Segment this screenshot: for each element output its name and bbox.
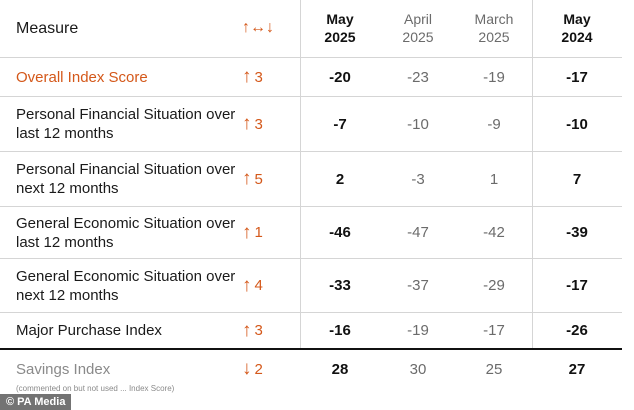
column-divider xyxy=(532,0,533,348)
measure-label: General Economic Situation over last 12 … xyxy=(16,214,236,251)
value-april-2025: -47 xyxy=(407,224,429,241)
change-header: ↑↔↓ xyxy=(242,19,274,36)
change-indicator: ↑ 1 xyxy=(242,221,263,243)
down-arrow-icon: ↓ xyxy=(242,358,252,379)
table-row-economic-next: General Economic Situation over next 12 … xyxy=(0,259,634,312)
value-march-2025: 25 xyxy=(485,360,503,378)
column-divider xyxy=(300,0,301,348)
value-april-2025: -19 xyxy=(407,322,429,339)
table-header-row: Measure ↑↔↓ May 2025 April 2025 March 2025 … xyxy=(0,0,634,56)
savings-note: (commented on but not used ... Index Sco… xyxy=(16,384,175,393)
value-may-2025: -7 xyxy=(333,115,347,133)
value-may-2025: -20 xyxy=(329,68,351,86)
value-april-2025: -3 xyxy=(411,170,425,188)
measure-label: Major Purchase Index xyxy=(16,322,162,339)
change-indicator: ↑ 3 xyxy=(242,113,263,134)
value-march-2025: 1 xyxy=(489,170,499,188)
table-row-personal-next: Personal Financial Situation over next 1… xyxy=(0,152,634,206)
column-header-may-2025: May 2025 xyxy=(324,11,356,45)
divider xyxy=(0,151,622,152)
up-arrow-icon: ↑ xyxy=(242,221,252,243)
change-indicator: ↑ 3 xyxy=(242,319,263,341)
value-may-2024: 27 xyxy=(568,360,586,378)
value-may-2025: -33 xyxy=(329,277,351,294)
change-indicator: ↑ 5 xyxy=(242,168,263,189)
value-may-2025: -16 xyxy=(329,322,351,339)
divider xyxy=(0,57,622,58)
pa-media-credit: © PA Media xyxy=(0,394,72,410)
value-april-2025: -37 xyxy=(407,277,429,294)
value-may-2024: -39 xyxy=(566,224,588,241)
divider xyxy=(0,96,622,97)
column-header-march-2025: March 2025 xyxy=(474,11,514,45)
measure-label: Savings Index xyxy=(16,361,111,378)
divider xyxy=(0,312,622,313)
up-arrow-icon: ↑ xyxy=(242,66,252,87)
value-may-2024: -17 xyxy=(566,68,588,86)
change-indicator: ↑ 3 xyxy=(242,66,263,87)
value-april-2025: -10 xyxy=(407,115,429,133)
value-march-2025: -9 xyxy=(487,115,501,133)
measure-header: Measure xyxy=(16,19,79,37)
value-may-2024: -26 xyxy=(566,322,588,339)
value-may-2025: 2 xyxy=(335,170,345,188)
up-arrow-icon: ↑ xyxy=(242,113,252,134)
measure-label: Overall Index Score xyxy=(16,68,148,86)
value-may-2024: 7 xyxy=(572,170,582,188)
value-april-2025: -23 xyxy=(407,68,429,86)
value-march-2025: -29 xyxy=(483,277,505,294)
change-indicator: ↓ 2 xyxy=(242,358,263,379)
up-arrow-icon: ↑ xyxy=(242,274,252,296)
value-may-2025: -46 xyxy=(329,224,351,241)
measure-label: Personal Financial Situation over next 1… xyxy=(16,161,236,197)
value-march-2025: -19 xyxy=(483,68,505,86)
change-indicator: ↑ 4 xyxy=(242,274,263,296)
table-row-economic-last: General Economic Situation over last 12 … xyxy=(0,207,634,258)
column-header-may-2024: May 2024 xyxy=(561,11,593,45)
up-arrow-icon: ↑ xyxy=(242,319,252,341)
measure-label: Personal Financial Situation over last 1… xyxy=(16,106,236,142)
table-row-personal-last: Personal Financial Situation over last 1… xyxy=(0,97,634,151)
column-header-april-2025: April 2025 xyxy=(402,11,434,45)
value-march-2025: -17 xyxy=(483,322,505,339)
value-may-2024: -10 xyxy=(566,115,588,133)
value-march-2025: -42 xyxy=(483,224,505,241)
table-row-savings-index: Savings Index ↓ 2 28 30 25 27 xyxy=(0,351,634,387)
divider xyxy=(0,206,622,207)
table-row-major-purchase: Major Purchase Index ↑ 3 -16 -19 -17 -26 xyxy=(0,313,634,348)
value-may-2024: -17 xyxy=(566,277,588,294)
thick-divider xyxy=(0,348,622,350)
measure-label: General Economic Situation over next 12 … xyxy=(16,267,236,304)
up-arrow-icon: ↑ xyxy=(242,168,252,189)
value-april-2025: 30 xyxy=(409,360,427,378)
value-may-2025: 28 xyxy=(331,360,349,378)
divider xyxy=(0,258,622,259)
table-row-overall-index: Overall Index Score ↑ 3 -20 -23 -19 -17 xyxy=(0,58,634,96)
